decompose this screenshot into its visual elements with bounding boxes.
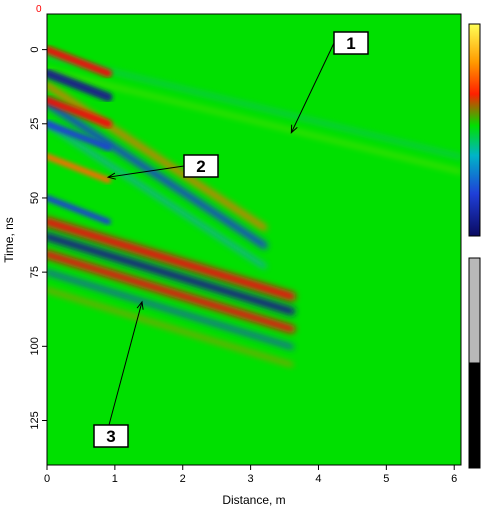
x-axis-label: Distance, m — [222, 493, 285, 507]
event-3-band-5 — [47, 287, 294, 367]
near-surface-band-4 — [47, 120, 112, 152]
near-surface-band-3 — [47, 96, 113, 128]
event-3-band-2 — [47, 232, 296, 316]
event-1-band-1 — [47, 54, 461, 159]
event-2-band-1 — [47, 82, 268, 231]
y-tick-label: 0 — [29, 47, 41, 53]
callout-label-3: 3 — [106, 427, 115, 446]
colorbar — [468, 23, 481, 237]
callout-label-2: 2 — [196, 157, 205, 176]
gain-scale-grey — [468, 257, 481, 364]
event-2-band-3 — [47, 121, 267, 269]
near-surface-band-1 — [47, 45, 113, 78]
y-tick-label: 75 — [29, 266, 41, 278]
x-tick-label: 2 — [180, 473, 186, 485]
callout-box-2 — [183, 154, 219, 178]
y-tick-label: 125 — [29, 411, 41, 429]
x-tick-label: 1 — [112, 473, 118, 485]
x-axis-ticks: 0 1 2 3 4 5 6 — [44, 465, 457, 485]
callout-arrow-1 — [290, 42, 335, 133]
y-axis-label: Time, ns — [2, 217, 16, 263]
corner-zero-label: 0 — [36, 4, 42, 15]
near-surface-band-5 — [47, 153, 112, 184]
event-3-band-3 — [47, 250, 296, 334]
event-3-band-1 — [47, 217, 296, 301]
event-2-band-2 — [47, 99, 268, 249]
reflection-bands — [47, 45, 461, 367]
gain-scale — [468, 257, 481, 469]
callout-arrowhead-2 — [106, 172, 116, 180]
y-tick-label: 100 — [29, 337, 41, 355]
near-surface-band-2 — [47, 68, 113, 102]
x-tick-label: 3 — [248, 473, 254, 485]
y-tick-label: 50 — [29, 192, 41, 204]
colorbar-gradient — [468, 23, 481, 237]
event-3-band-4 — [47, 269, 294, 350]
gain-scale-black — [468, 362, 481, 469]
callout-arrow-2 — [108, 165, 185, 178]
callout-arrow-3 — [108, 301, 143, 426]
y-axis-ticks: 0 25 50 75 100 125 — [29, 47, 47, 430]
near-surface-band-6 — [47, 194, 112, 225]
x-tick-label: 6 — [451, 473, 457, 485]
callout-arrowhead-1 — [290, 124, 298, 134]
event-1-band-2 — [47, 69, 461, 173]
x-tick-label: 4 — [315, 473, 321, 485]
callout-box-1 — [333, 31, 369, 55]
x-tick-label: 0 — [44, 473, 50, 485]
x-tick-label: 5 — [383, 473, 389, 485]
callout-arrowhead-3 — [136, 300, 144, 310]
plot-frame — [46, 13, 462, 466]
callout-label-1: 1 — [346, 34, 355, 53]
plot-area — [47, 14, 461, 465]
annotations: 1 2 3 — [93, 31, 369, 448]
y-tick-label: 25 — [29, 118, 41, 130]
callout-box-3 — [93, 424, 129, 448]
